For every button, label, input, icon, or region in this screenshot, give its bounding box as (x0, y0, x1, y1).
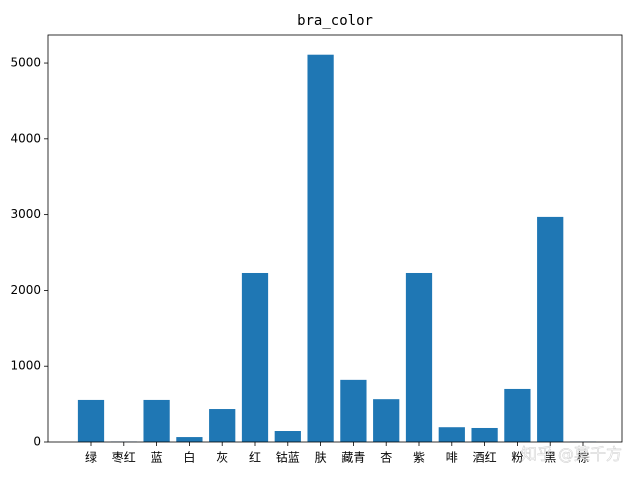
x-tick-label: 酒红 (473, 450, 497, 465)
bar (307, 54, 334, 442)
x-tick-label: 藏青 (341, 451, 365, 465)
x-tick-label: 红 (249, 450, 261, 465)
bar (274, 431, 301, 442)
watermark: 知乎 @莫千方 (521, 445, 622, 464)
x-tick-label: 枣红 (112, 450, 136, 465)
x-tick-label: 黑 (544, 451, 556, 465)
y-tick-label: 3000 (10, 207, 41, 221)
x-tick-label: 蓝 (151, 451, 163, 465)
bar (537, 216, 564, 442)
bar (471, 427, 498, 442)
x-tick-label: 啡 (446, 451, 458, 465)
x-tick-label: 绿 (85, 450, 97, 465)
y-tick-label: 4000 (10, 131, 41, 145)
bar (143, 399, 170, 442)
chart-title: bra_color (297, 13, 373, 29)
bar (340, 379, 367, 442)
x-tick-label: 钴蓝 (276, 450, 300, 465)
x-tick-label: 灰 (216, 451, 228, 465)
x-tick-label: 杏 (380, 451, 392, 465)
bar (241, 272, 269, 442)
x-tick-label: 白 (183, 450, 195, 465)
plot-frame (47, 34, 623, 443)
x-tick-label: 粉 (511, 451, 523, 465)
y-tick-label: 1000 (10, 359, 41, 373)
x-tick-label: 棕 (577, 450, 589, 465)
bar (504, 388, 531, 442)
bar (405, 272, 433, 442)
x-tick-label: 肤 (315, 450, 327, 465)
y-tick-label: 5000 (10, 56, 41, 70)
bar (176, 437, 203, 442)
x-tick-label: 紫 (413, 451, 425, 465)
bar (373, 399, 400, 442)
y-tick-label: 2000 (10, 283, 41, 297)
y-tick-label: 0 (33, 435, 41, 449)
bar (77, 399, 105, 442)
bar (438, 427, 465, 442)
bar (209, 409, 236, 442)
